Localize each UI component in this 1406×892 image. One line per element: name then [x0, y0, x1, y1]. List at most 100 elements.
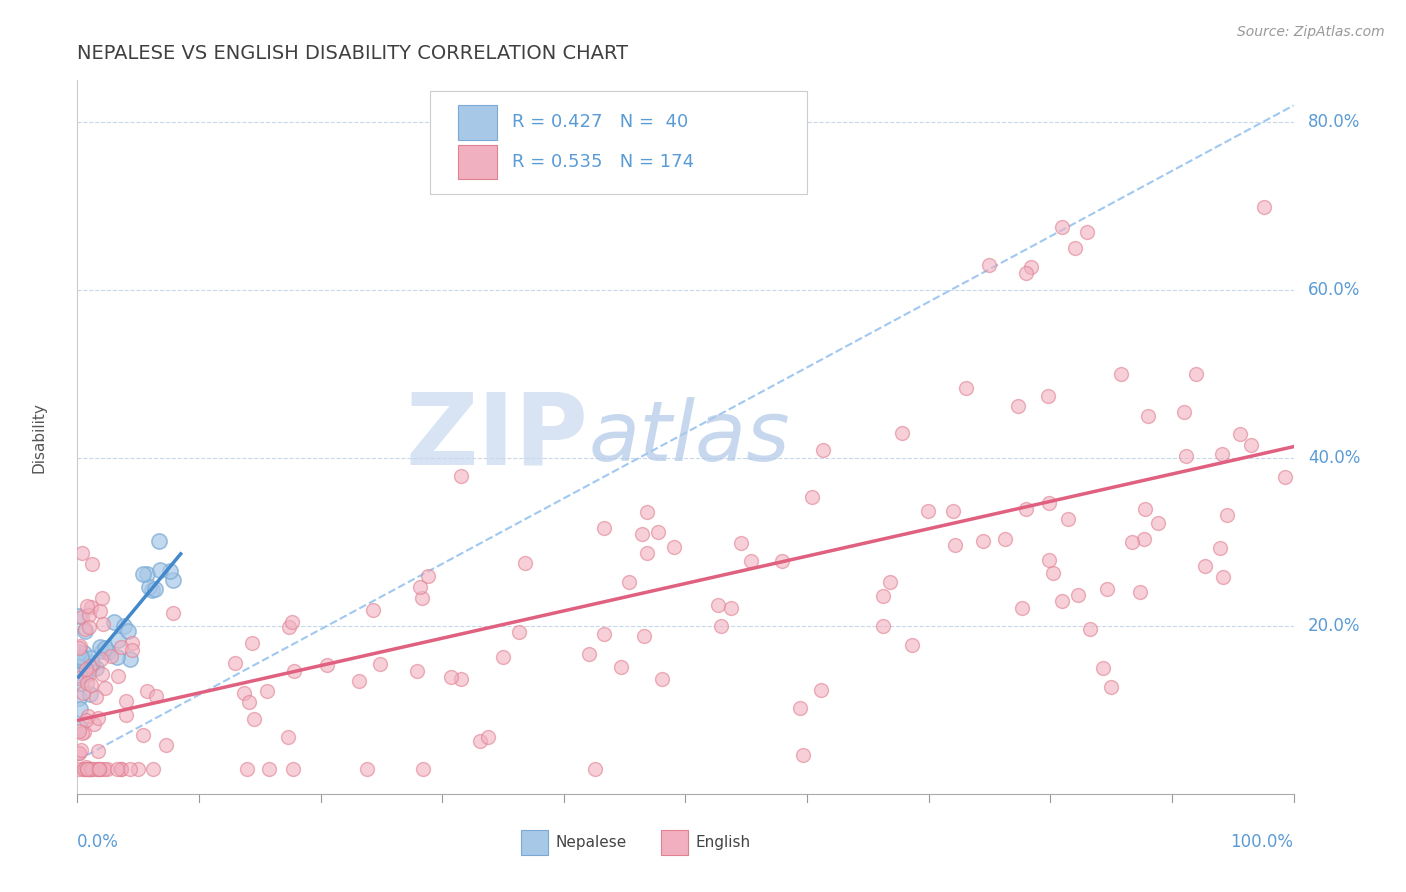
- Point: [80, 762, 103, 776]
- Point: [67, 668, 90, 682]
- Point: [94, 640, 117, 655]
- Point: [1050, 219, 1073, 234]
- Point: [76, 599, 98, 613]
- Point: [67, 691, 90, 706]
- Point: [891, 425, 914, 440]
- Point: [89, 640, 111, 654]
- Point: [79, 762, 101, 776]
- Point: [110, 640, 132, 655]
- Point: [117, 624, 139, 639]
- Point: [69, 639, 91, 653]
- Point: [112, 619, 135, 633]
- Bar: [661, 830, 688, 855]
- Point: [115, 707, 138, 722]
- Point: [67, 747, 90, 761]
- Point: [1067, 588, 1090, 602]
- Point: [76, 762, 98, 776]
- Point: [370, 657, 392, 672]
- Point: [76, 676, 98, 690]
- Point: [86, 762, 108, 776]
- Point: [710, 619, 733, 633]
- Point: [349, 673, 371, 688]
- Point: [110, 762, 132, 776]
- Point: [73, 762, 96, 776]
- Point: [1216, 508, 1239, 522]
- Point: [1274, 470, 1296, 484]
- Point: [647, 525, 669, 540]
- Point: [107, 762, 129, 776]
- Point: [1175, 449, 1198, 463]
- Text: ZIP: ZIP: [405, 389, 588, 485]
- Point: [409, 580, 432, 594]
- Point: [411, 591, 433, 605]
- Text: R = 0.535   N = 174: R = 0.535 N = 174: [512, 153, 693, 171]
- Point: [636, 546, 658, 560]
- Point: [75, 622, 97, 636]
- Point: [281, 615, 304, 630]
- Point: [70, 726, 93, 740]
- Point: [232, 685, 254, 699]
- Point: [91, 666, 114, 681]
- Point: [91, 616, 114, 631]
- Point: [792, 748, 814, 763]
- Point: [630, 527, 652, 541]
- Text: atlas: atlas: [588, 397, 790, 477]
- Text: 100.0%: 100.0%: [1230, 833, 1294, 851]
- Point: [1146, 516, 1168, 531]
- Point: [1011, 601, 1033, 615]
- Point: [664, 540, 686, 554]
- Point: [100, 648, 122, 663]
- Point: [67, 645, 90, 659]
- Point: [740, 554, 762, 568]
- Point: [87, 744, 110, 758]
- Point: [513, 556, 536, 570]
- Point: [110, 762, 132, 776]
- Point: [69, 676, 91, 690]
- Point: [67, 746, 90, 760]
- Point: [138, 580, 160, 594]
- Bar: [458, 145, 496, 179]
- Point: [70, 649, 93, 664]
- Point: [84, 661, 107, 675]
- Point: [979, 258, 1001, 272]
- Point: [236, 762, 259, 776]
- Point: [1050, 594, 1073, 608]
- Point: [633, 629, 655, 643]
- Point: [80, 678, 103, 692]
- Point: [72, 725, 94, 739]
- Point: [1007, 399, 1029, 413]
- Point: [1078, 622, 1101, 636]
- Point: [83, 716, 105, 731]
- Point: [75, 762, 97, 776]
- Point: [73, 655, 96, 669]
- FancyBboxPatch shape: [430, 91, 807, 194]
- Point: [136, 684, 159, 698]
- Point: [67, 641, 90, 656]
- Point: [1021, 260, 1043, 274]
- Point: [82, 762, 104, 776]
- Point: [115, 694, 138, 708]
- Point: [67, 762, 90, 776]
- Point: [281, 762, 304, 776]
- Point: [356, 762, 378, 776]
- Point: [73, 666, 96, 681]
- Point: [810, 683, 832, 698]
- Text: 80.0%: 80.0%: [1308, 113, 1361, 131]
- Point: [592, 627, 614, 641]
- Point: [118, 652, 141, 666]
- Point: [97, 645, 120, 659]
- Point: [277, 619, 299, 633]
- Point: [789, 700, 811, 714]
- Point: [1111, 367, 1133, 381]
- Point: [450, 468, 472, 483]
- Text: 60.0%: 60.0%: [1308, 281, 1361, 299]
- Point: [84, 690, 107, 705]
- Point: [131, 567, 153, 582]
- Point: [224, 657, 246, 671]
- Point: [80, 651, 103, 665]
- Point: [277, 731, 299, 745]
- Text: English: English: [695, 835, 751, 850]
- Point: [75, 760, 97, 774]
- Point: [917, 504, 939, 518]
- Point: [1099, 680, 1122, 694]
